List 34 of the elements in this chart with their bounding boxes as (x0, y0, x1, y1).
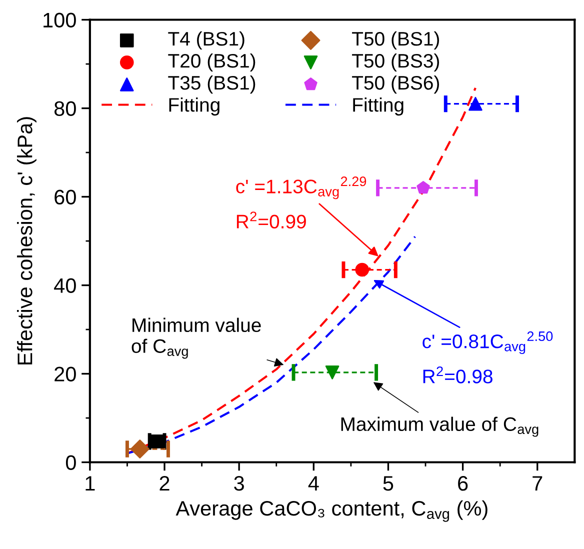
annotation: Maximum value of C$_{avg}$ (341, 416, 538, 437)
y-tick-label: 0 (66, 455, 76, 470)
y-tick-label: 40 (54, 278, 76, 294)
x-tick-label: 3 (234, 476, 244, 491)
y-axis-title: Effective cohesion, c' (kPa) (17, 117, 36, 364)
x-tick-label: 7 (532, 476, 542, 491)
point (325, 366, 340, 380)
legend-label: Fitting (169, 97, 220, 116)
legend-label: T4 (BS1) (168, 31, 244, 50)
annotation: R$^{2}$=0.98 (423, 366, 492, 384)
point (468, 96, 482, 111)
point (355, 262, 370, 277)
y-tick-label: 80 (54, 101, 76, 116)
x-tick-label: 2 (160, 476, 170, 491)
x-tick-label: 4 (308, 476, 319, 491)
point (130, 440, 150, 458)
annotation: c' =1.13C$_{avg}$$^{2.29}$ (236, 176, 366, 200)
legend-label: T50 (BS1) (352, 31, 439, 50)
annotation: R$^{2}$=0.99 (236, 212, 306, 229)
point (416, 181, 430, 194)
legend-label: T35 (BS1) (168, 75, 256, 94)
legend-label: Fitting (353, 97, 404, 116)
x-tick-label: 5 (383, 476, 394, 491)
legend-label: T50 (BS6) (352, 75, 439, 94)
legend-label: T20 (BS1) (168, 53, 256, 72)
legend-label: T50 (BS3) (352, 53, 439, 72)
annotation: c' =0.81C$_{avg}$$^{2.50}$ (422, 331, 553, 354)
x-tick-label: 1 (86, 476, 95, 491)
annotation: Minimum value of C$_{avg}$ (132, 318, 261, 359)
y-tick-label: 20 (54, 366, 76, 382)
y-tick-label: 60 (54, 190, 76, 205)
x-axis-title: Average CaCO₃ content, C$_{avg}$ (%) (176, 500, 488, 522)
x-tick-label: 6 (458, 476, 468, 491)
y-tick-label: 100 (44, 12, 76, 28)
